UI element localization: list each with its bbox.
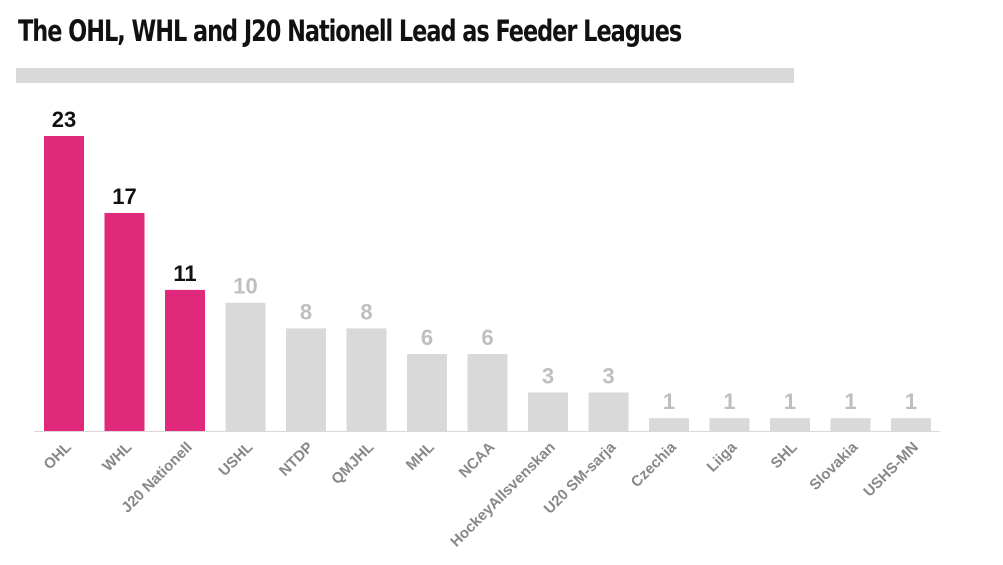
- tick-label-whl: WHL: [99, 439, 135, 475]
- tick-label-liiga: Liiga: [704, 438, 741, 475]
- tick-label-ncaa: NCAA: [456, 439, 499, 482]
- tick-label-mhl: MHL: [403, 439, 438, 474]
- bar-j20-nationell: [165, 289, 205, 431]
- tick-label-ohl: OHL: [40, 439, 74, 473]
- bar-u20-sm-sarja: [588, 392, 629, 431]
- bar-liiga: [709, 418, 750, 431]
- bars-group: [44, 136, 931, 431]
- bar-shl: [770, 418, 810, 431]
- bar-czechia: [649, 418, 689, 431]
- value-label-ntdp: 8: [300, 299, 312, 324]
- value-label-hockeyallsvenskan: 3: [542, 364, 554, 389]
- bar-qmjhl: [346, 328, 387, 431]
- bar-whl: [104, 212, 145, 431]
- value-label-ushl: 10: [233, 274, 257, 299]
- bar-ushs-mn: [891, 418, 931, 431]
- tick-label-czechia: Czechia: [628, 438, 681, 491]
- value-label-liiga: 1: [723, 389, 735, 414]
- tick-label-shl: SHL: [768, 439, 801, 472]
- tick-label-ushs-mn: USHS-MN: [860, 439, 922, 501]
- value-label-slovakia: 1: [844, 389, 856, 414]
- bar-slovakia: [830, 418, 871, 431]
- bar-mhl: [407, 354, 447, 431]
- bar-ushl: [225, 302, 266, 431]
- tick-label-qmjhl: QMJHL: [328, 439, 377, 488]
- tick-label-slovakia: Slovakia: [806, 438, 862, 494]
- bar-ntdp: [286, 328, 326, 431]
- value-label-czechia: 1: [663, 389, 675, 414]
- value-label-ushs-mn: 1: [905, 389, 917, 414]
- tick-label-ntdp: NTDP: [276, 439, 317, 480]
- bar-ncaa: [467, 354, 508, 431]
- tick-label-ushl: USHL: [215, 439, 256, 480]
- value-label-ohl: 23: [52, 107, 76, 132]
- value-label-qmjhl: 8: [360, 299, 372, 324]
- value-label-whl: 17: [112, 184, 136, 209]
- bar-ohl: [44, 136, 84, 431]
- bar-hockeyallsvenskan: [528, 392, 568, 431]
- value-label-mhl: 6: [421, 325, 433, 350]
- value-label-shl: 1: [784, 389, 796, 414]
- tick-label-hockeyallsvenskan: HockeyAllsvenskan: [447, 439, 559, 551]
- value-label-u20-sm-sarja: 3: [602, 364, 614, 389]
- value-label-ncaa: 6: [481, 325, 493, 350]
- chart-title: The OHL, WHL and J20 Nationell Lead as F…: [18, 14, 682, 48]
- value-label-j20-nationell: 11: [173, 261, 196, 286]
- subtitle-bar: [16, 68, 794, 83]
